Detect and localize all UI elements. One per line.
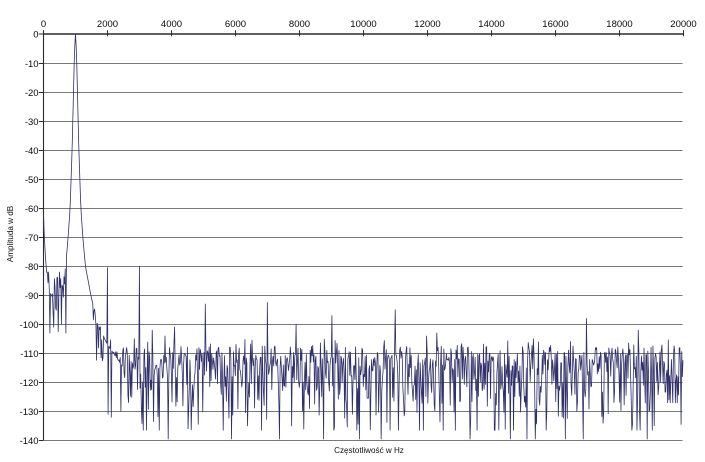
svg-text:-50: -50 xyxy=(25,175,39,186)
svg-text:-100: -100 xyxy=(20,320,39,331)
svg-text:18000: 18000 xyxy=(606,19,632,30)
svg-text:2000: 2000 xyxy=(97,19,118,30)
svg-text:-60: -60 xyxy=(25,204,39,215)
svg-text:-90: -90 xyxy=(25,291,39,302)
svg-text:20000: 20000 xyxy=(670,19,696,30)
svg-text:6000: 6000 xyxy=(225,19,246,30)
svg-text:Amplituda w dB: Amplituda w dB xyxy=(6,206,15,262)
svg-text:12000: 12000 xyxy=(414,19,440,30)
svg-text:0: 0 xyxy=(41,19,46,30)
svg-text:-110: -110 xyxy=(20,349,38,360)
svg-text:-120: -120 xyxy=(20,378,39,389)
svg-text:4000: 4000 xyxy=(161,19,182,30)
svg-text:14000: 14000 xyxy=(478,19,504,30)
svg-text:-20: -20 xyxy=(25,88,39,99)
svg-text:Częstotliwość w Hz: Częstotliwość w Hz xyxy=(334,446,404,455)
svg-text:-130: -130 xyxy=(20,407,39,418)
svg-text:8000: 8000 xyxy=(289,19,310,30)
svg-text:16000: 16000 xyxy=(542,19,568,30)
svg-text:-10: -10 xyxy=(25,59,39,70)
svg-text:-80: -80 xyxy=(25,262,39,273)
svg-text:-40: -40 xyxy=(25,146,39,157)
svg-text:-70: -70 xyxy=(25,233,39,244)
svg-text:0: 0 xyxy=(33,30,38,41)
svg-text:-30: -30 xyxy=(25,117,39,128)
svg-text:-140: -140 xyxy=(20,436,39,447)
svg-text:10000: 10000 xyxy=(350,19,376,30)
